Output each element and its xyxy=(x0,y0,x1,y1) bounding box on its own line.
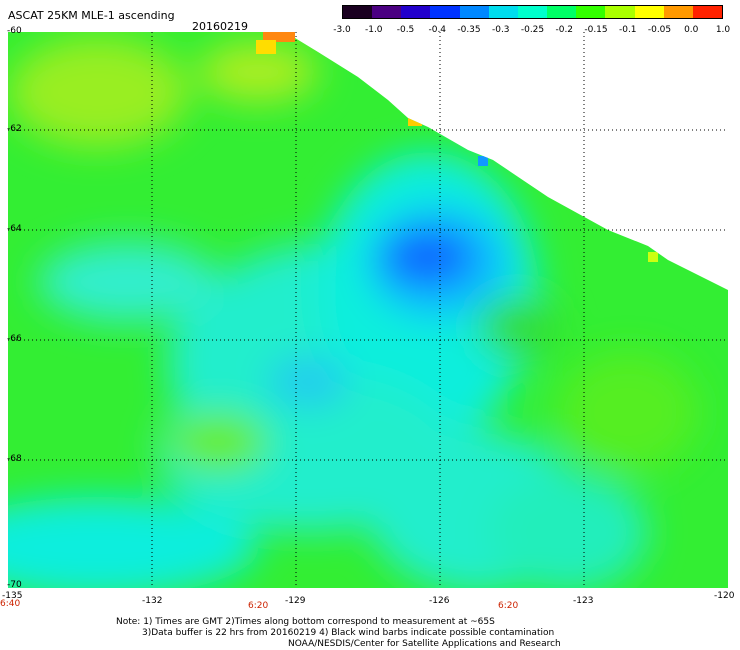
colorbar-tick-label: -0.2 xyxy=(555,25,574,35)
colorbar-tick-label: 1.0 xyxy=(715,25,731,35)
colorbar-cell xyxy=(430,6,460,18)
time-label-2: 6:20 xyxy=(248,601,269,611)
time-label-1: 6:40 xyxy=(0,599,21,609)
colorbar-cell xyxy=(343,6,373,18)
colorbar-cell xyxy=(605,6,635,18)
lon-label-135: -135 xyxy=(2,591,23,601)
colorbar-tick-label: -0.1 xyxy=(618,25,637,35)
colorbar-tick-label: -0.3 xyxy=(491,25,510,35)
colorbar-tick-label: -1.0 xyxy=(364,25,383,35)
lat-label-62: -62 xyxy=(7,124,22,134)
colorbar-tick-label: -3.0 xyxy=(333,25,351,35)
colorbar-tick-label: -0.5 xyxy=(396,25,415,35)
colorbar-cell xyxy=(547,6,577,18)
colorbar-cell xyxy=(372,6,402,18)
lat-label-68: -68 xyxy=(7,454,22,464)
lat-label-70: -70 xyxy=(7,580,22,590)
wind-field xyxy=(8,32,728,588)
colorbar-cell xyxy=(576,6,606,18)
lon-label-123: -123 xyxy=(573,596,594,606)
product-title: ASCAT 25KM MLE-1 ascending xyxy=(8,9,175,22)
note-line-3: NOAA/NESDIS/Center for Satellite Applica… xyxy=(288,639,561,649)
lon-label-129: -129 xyxy=(285,596,306,606)
lat-label-66: -66 xyxy=(7,334,22,344)
colorbar-cell xyxy=(692,6,723,18)
colorbar-tick-label: -0.4 xyxy=(428,25,447,35)
colorbar-tick-label: -0.15 xyxy=(584,25,608,35)
note-line-1: Note: 1) Times are GMT 2)Times along bot… xyxy=(116,617,495,627)
colorbar-tick-label: -0.05 xyxy=(647,25,672,35)
colorbar-tick-label: -0.35 xyxy=(457,25,481,35)
colorbar-cell xyxy=(401,6,431,18)
lon-label-132: -132 xyxy=(142,596,163,606)
colorbar-tick-label: -0.25 xyxy=(520,25,545,35)
date-label: 20160219 xyxy=(192,20,248,33)
colorbar-tick-label: 0.0 xyxy=(684,25,699,35)
colorbar-cell xyxy=(663,6,693,18)
lat-label-60: -60 xyxy=(7,26,22,36)
note-line-2: 3)Data buffer is 22 hrs from 20160219 4)… xyxy=(142,628,555,638)
lon-label-120: -120 xyxy=(714,591,735,601)
colorbar-cell xyxy=(517,6,548,18)
lat-label-64: -64 xyxy=(7,224,22,234)
wind-map xyxy=(8,32,728,588)
lon-label-126: -126 xyxy=(429,596,450,606)
colorbar-cell xyxy=(459,6,489,18)
graticule xyxy=(8,32,728,588)
colorbar-cell xyxy=(634,6,664,18)
time-label-3: 6:20 xyxy=(498,601,519,611)
colorbar-cell xyxy=(488,6,518,18)
colorbar xyxy=(342,5,723,19)
